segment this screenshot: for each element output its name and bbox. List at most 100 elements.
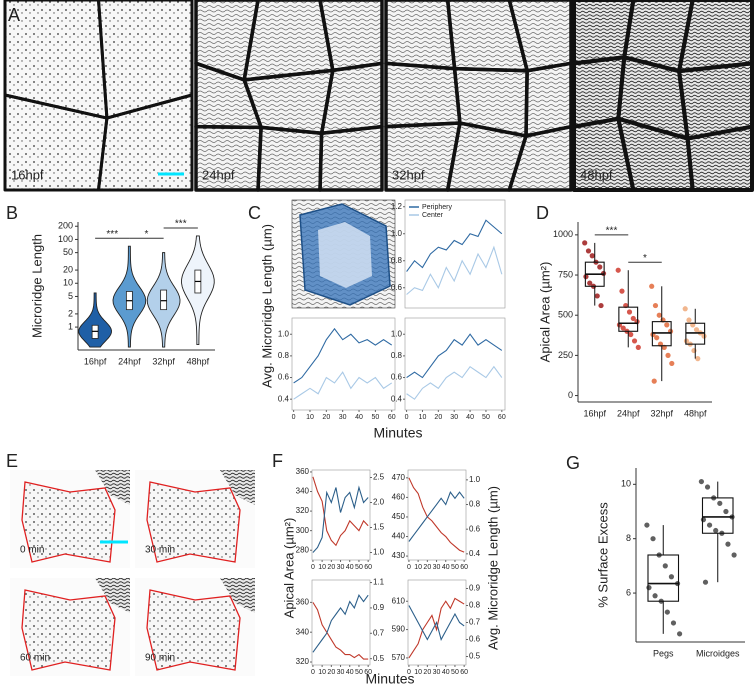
x-tick-label: 40 bbox=[346, 564, 354, 571]
x-tick-label: 60 bbox=[388, 414, 396, 421]
data-point bbox=[630, 315, 636, 322]
image-label: 60 min bbox=[20, 653, 50, 664]
y-tick-label: 20 bbox=[63, 264, 73, 274]
cell-outline bbox=[97, 93, 194, 192]
data-point bbox=[723, 508, 729, 515]
data-point bbox=[582, 240, 588, 246]
x-tick-label: 40 bbox=[346, 669, 354, 676]
line-series bbox=[293, 327, 393, 384]
y-tick-label: 0.6 bbox=[278, 373, 290, 382]
x-tick-label: 60 bbox=[364, 669, 372, 676]
data-point bbox=[695, 356, 701, 362]
legend-label: Center bbox=[422, 212, 444, 219]
y-tick-label: 340 bbox=[296, 487, 310, 496]
data-point bbox=[682, 306, 688, 312]
x-tick-label: 10 bbox=[414, 669, 422, 676]
data-point bbox=[644, 522, 650, 528]
y-axis-label: Microridge Length bbox=[29, 234, 44, 338]
y2-tick-label: 0.4 bbox=[469, 549, 481, 558]
y-tick-label: 0.8 bbox=[391, 351, 403, 360]
x-tick-label: 50 bbox=[451, 669, 459, 676]
image-label: 32hpf bbox=[392, 167, 425, 182]
data-point bbox=[598, 302, 604, 309]
x-tick-label: 40 bbox=[355, 414, 363, 421]
panel-label: E bbox=[6, 451, 18, 471]
y-tick-label: 1.2 bbox=[391, 202, 403, 211]
cell-outline bbox=[318, 124, 384, 192]
cell-corner bbox=[95, 470, 130, 505]
data-point bbox=[626, 309, 633, 315]
x-tick-label: 20 bbox=[434, 414, 442, 421]
line-series bbox=[406, 365, 503, 400]
x-tick-label: 30 bbox=[450, 414, 458, 421]
data-point bbox=[649, 283, 655, 289]
box bbox=[685, 322, 706, 345]
y2-tick-label: 0.6 bbox=[469, 524, 481, 533]
data-point bbox=[686, 317, 692, 323]
data-point bbox=[646, 585, 652, 591]
data-point bbox=[683, 338, 690, 344]
line-series bbox=[406, 333, 503, 379]
data-point bbox=[587, 280, 593, 286]
y-tick-label: 750 bbox=[558, 269, 573, 279]
y-tick-label: 250 bbox=[558, 350, 573, 360]
data-point bbox=[725, 541, 731, 547]
x-tick-label: 16hpf bbox=[84, 356, 107, 366]
plot-frame bbox=[311, 469, 371, 561]
x-tick-label: 60 bbox=[364, 564, 372, 571]
x-tick-label: 32hpf bbox=[152, 356, 175, 366]
data-point bbox=[652, 593, 658, 599]
plot-frame bbox=[291, 317, 396, 411]
x-tick-label: 50 bbox=[355, 564, 363, 571]
y-axis-label: % Surface Excess bbox=[595, 502, 610, 608]
y2-axis-label: Avg. Microridge Length (µm) bbox=[485, 486, 500, 650]
y-tick-label: 10 bbox=[63, 278, 73, 288]
box bbox=[618, 306, 639, 332]
y-tick-label: 1.0 bbox=[391, 229, 403, 238]
data-point bbox=[585, 248, 592, 254]
x-axis-label: Minutes bbox=[373, 425, 422, 441]
x-tick-label: 20 bbox=[423, 564, 431, 571]
x-tick-label: 50 bbox=[355, 669, 363, 676]
y-tick-label: 1.0 bbox=[391, 329, 403, 338]
line-series bbox=[293, 371, 393, 400]
x-tick-label: 48hpf bbox=[187, 356, 210, 366]
image-label: 90 min bbox=[145, 653, 175, 664]
data-point bbox=[628, 331, 634, 338]
y2-tick-label: 0.8 bbox=[469, 601, 481, 610]
x-tick-label: 50 bbox=[482, 414, 490, 421]
y-tick-label: 1.0 bbox=[278, 329, 290, 338]
micrograph bbox=[195, 0, 383, 191]
plot-frame bbox=[404, 199, 506, 309]
panel-label: D bbox=[536, 203, 549, 223]
data-point bbox=[691, 347, 697, 354]
data-point bbox=[662, 563, 668, 569]
y2-tick-label: 1.0 bbox=[469, 475, 481, 484]
y-tick-label: 360 bbox=[296, 597, 310, 606]
plot-frame bbox=[404, 317, 506, 411]
cell-corner bbox=[95, 578, 130, 613]
data-point bbox=[677, 631, 683, 637]
y-axis-label: Apical Area (µm²) bbox=[537, 262, 552, 363]
significance-label: * bbox=[643, 253, 647, 264]
significance-label: *** bbox=[606, 226, 618, 237]
y-tick-label: 320 bbox=[296, 506, 310, 515]
data-point bbox=[615, 267, 621, 273]
y2-tick-label: 0.9 bbox=[373, 603, 385, 612]
x-tick-label: 30 bbox=[433, 669, 441, 676]
cell-corner bbox=[220, 578, 255, 613]
box bbox=[651, 321, 672, 347]
data-point bbox=[600, 270, 607, 277]
data-point bbox=[620, 325, 626, 331]
x-tick-label: 16hpf bbox=[583, 408, 606, 418]
y-tick-label: 460 bbox=[392, 493, 406, 502]
image-label: 30 min bbox=[145, 545, 175, 556]
x-axis-label: Minutes bbox=[365, 671, 414, 687]
micrograph bbox=[385, 0, 572, 191]
x-tick-label: 20 bbox=[322, 414, 330, 421]
y-tick-label: 500 bbox=[558, 310, 573, 320]
y-tick-label: 570 bbox=[392, 653, 406, 662]
data-point bbox=[654, 335, 660, 341]
box bbox=[160, 289, 168, 311]
